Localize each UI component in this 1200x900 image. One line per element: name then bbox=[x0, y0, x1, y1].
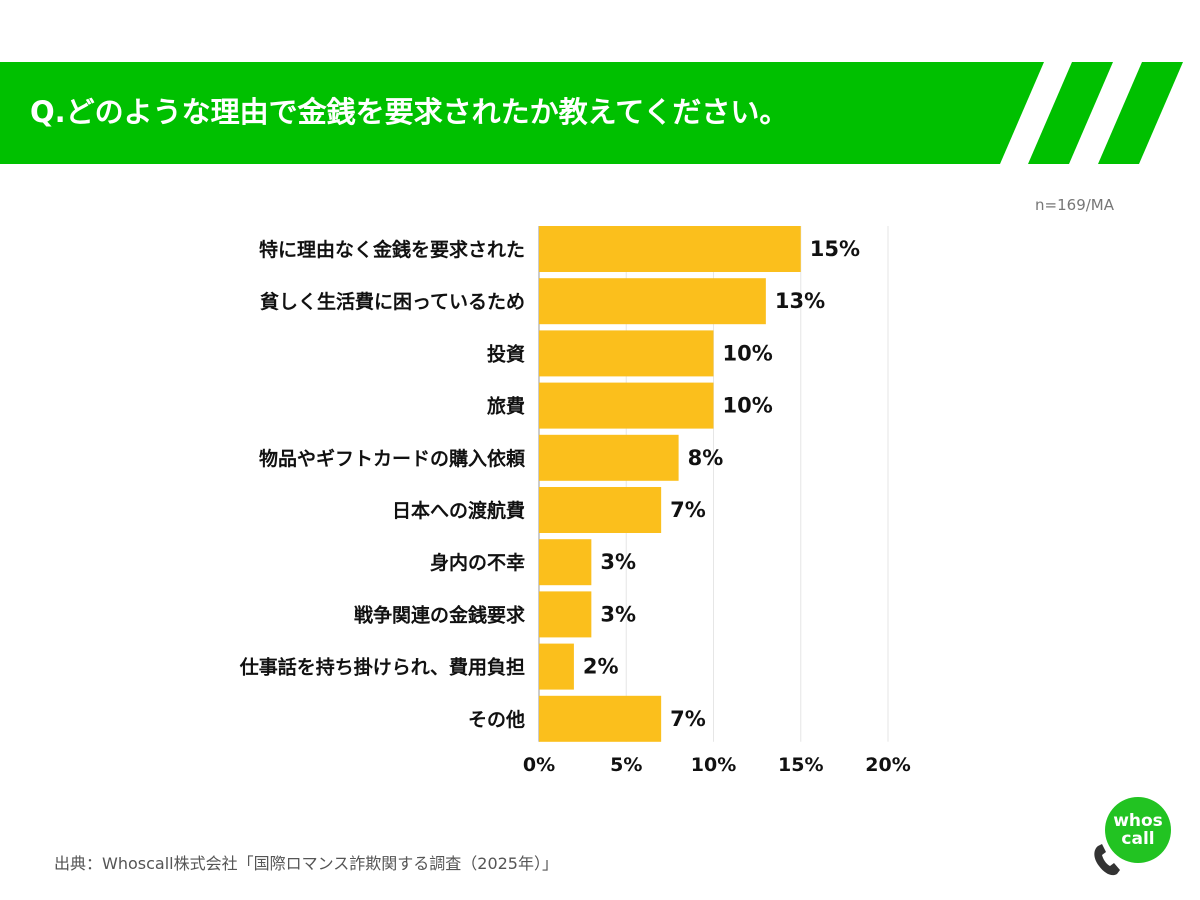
bar bbox=[539, 695, 662, 742]
bar bbox=[539, 434, 679, 481]
category-label: 身内の不幸 bbox=[430, 551, 525, 574]
category-label: 旅費 bbox=[487, 395, 525, 418]
x-tick-label: 10% bbox=[691, 754, 736, 776]
bar bbox=[539, 226, 801, 272]
value-label: 13% bbox=[775, 289, 825, 313]
source-note: 出典：Whoscall株式会社「国際ロマンス詐欺関する調査（2025年）」 bbox=[54, 854, 558, 873]
logo-text-line2: call bbox=[1121, 829, 1155, 849]
category-label: 日本への渡航費 bbox=[392, 499, 525, 522]
question-title: Q.どのような理由で金銭を要求されたか教えてください。 bbox=[30, 95, 789, 129]
x-tick-label: 15% bbox=[778, 754, 823, 776]
bar bbox=[539, 278, 766, 325]
phone-handset-icon bbox=[1094, 844, 1120, 876]
category-label: 物品やギフトカードの購入依頼 bbox=[259, 447, 526, 470]
category-label: その他 bbox=[468, 708, 525, 731]
banner-background bbox=[0, 62, 1183, 164]
x-tick-label: 20% bbox=[865, 754, 910, 776]
value-label: 2% bbox=[583, 655, 619, 679]
value-label: 8% bbox=[688, 446, 724, 470]
value-label: 3% bbox=[600, 550, 636, 574]
bar bbox=[539, 539, 592, 586]
value-label: 3% bbox=[600, 602, 636, 626]
bar bbox=[539, 643, 574, 690]
bar bbox=[539, 487, 662, 533]
value-label: 7% bbox=[670, 498, 706, 522]
value-label: 10% bbox=[723, 341, 773, 365]
logo-text: whos call bbox=[1108, 812, 1168, 848]
bar bbox=[539, 330, 714, 377]
x-tick-label: 5% bbox=[610, 754, 642, 776]
category-label: 貧しく生活費に困っているため bbox=[260, 290, 525, 313]
logo-circle bbox=[1105, 797, 1171, 863]
question-banner: Q.どのような理由で金銭を要求されたか教えてください。 bbox=[0, 62, 1200, 164]
bar-chart: 0% 5% 10% 15% 20% 特に理由なく金銭を要求された 15% 貧しく生活費に困って… bbox=[239, 226, 911, 776]
banner-band bbox=[0, 62, 1044, 164]
whoscall-logo bbox=[1094, 797, 1171, 876]
value-label: 15% bbox=[810, 237, 860, 261]
bar bbox=[539, 382, 714, 429]
category-label: 仕事話を持ち掛けられ、費用負担 bbox=[239, 656, 525, 679]
bar bbox=[539, 591, 592, 638]
sample-size-note: n=169/MA bbox=[1035, 196, 1114, 214]
banner-stripe-1 bbox=[1028, 62, 1113, 164]
x-tick-label: 0% bbox=[523, 754, 555, 776]
logo-text-line1: whos bbox=[1113, 811, 1163, 831]
banner-stripe-2 bbox=[1098, 62, 1183, 164]
category-label: 投資 bbox=[487, 342, 525, 365]
category-label: 戦争関連の金銭要求 bbox=[354, 603, 526, 626]
value-label: 7% bbox=[670, 707, 706, 731]
category-label: 特に理由なく金銭を要求された bbox=[259, 238, 525, 261]
value-label: 10% bbox=[723, 394, 773, 418]
